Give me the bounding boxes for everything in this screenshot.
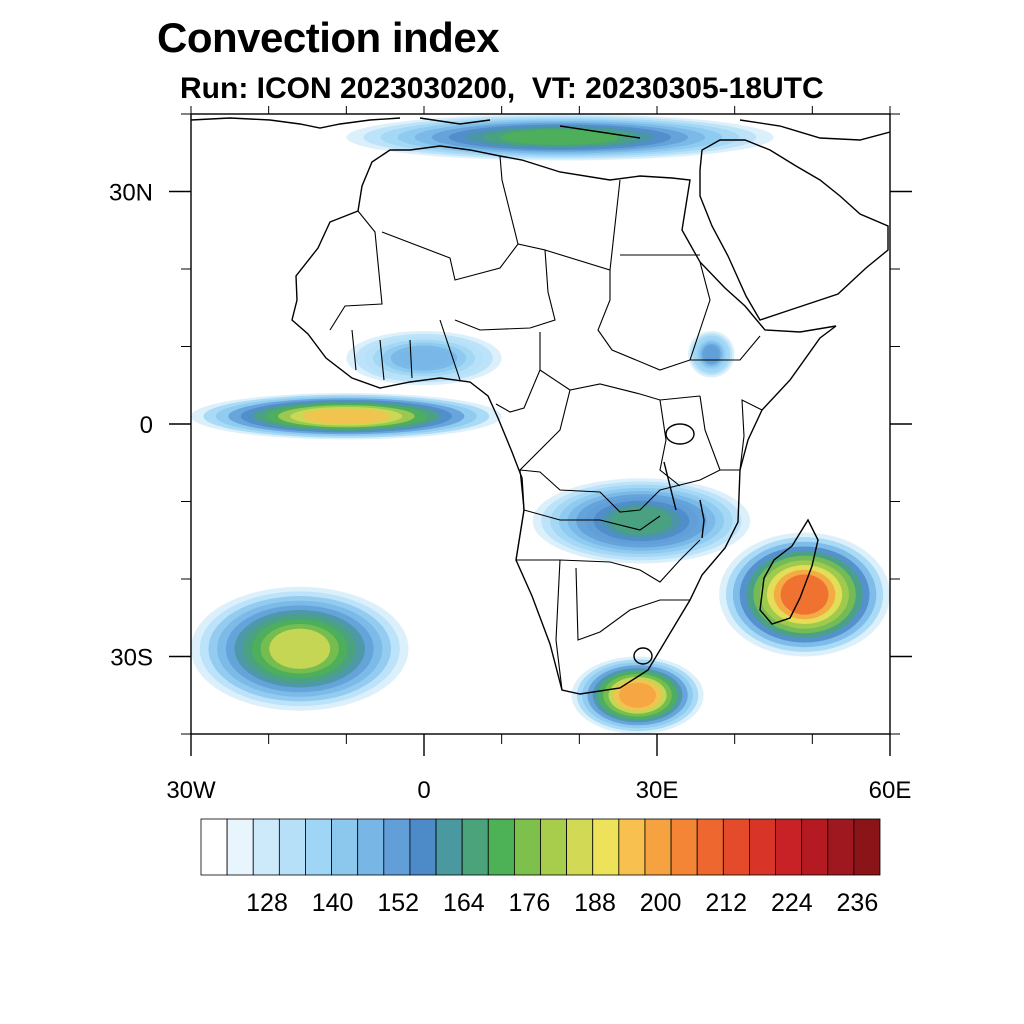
colorbar-box — [853, 818, 881, 876]
y-tick-label: 30S — [110, 645, 153, 672]
colorbar-box — [722, 818, 750, 876]
colorbar-label: 236 — [837, 889, 879, 917]
colorbar-box — [226, 818, 254, 876]
colorbar-box — [487, 818, 515, 876]
map-subtitle: Run: ICON 2023030200, VT: 20230305-18UTC — [180, 72, 824, 105]
convection-contour — [302, 408, 390, 424]
colorbar-label: 200 — [640, 889, 682, 917]
colorbar-label: 212 — [705, 889, 747, 917]
colorbar-label: 164 — [443, 889, 485, 917]
madagascar-coastline — [759, 518, 819, 625]
colorbar-box — [331, 818, 359, 876]
colorbar-box — [696, 818, 724, 876]
colorbar-box — [305, 818, 332, 876]
map-axes: 30W 0 30E 60E 30N 0 30S — [109, 106, 912, 804]
colorbar-box — [592, 818, 620, 876]
colorbar-box — [513, 818, 541, 876]
colorbar-label: 152 — [377, 889, 419, 917]
convection-region-southern-africa-coast — [571, 656, 704, 734]
convection-region-south-atlantic-band — [191, 586, 409, 711]
convection-region-atlantic-equatorial-band — [191, 393, 502, 440]
colorbar-box — [670, 818, 698, 876]
colorbar-label: 128 — [246, 889, 288, 917]
colorbar-box — [435, 818, 463, 876]
convection-region-madagascar-southwest-indian-ocean — [719, 532, 890, 657]
lesotho-border — [633, 647, 653, 665]
map-title: Convection index — [157, 14, 500, 61]
x-tick-label: 30W — [166, 777, 216, 804]
colorbar-box — [775, 818, 803, 876]
x-tick-label: 60E — [869, 777, 912, 804]
europe-coastline — [191, 117, 890, 141]
convection-contour — [780, 574, 829, 615]
convection-contour — [269, 628, 331, 669]
colorbar-box — [749, 818, 776, 876]
convection-region-central-southern-africa — [532, 478, 751, 564]
y-tick-label: 30N — [109, 180, 153, 207]
convection-contour — [399, 348, 449, 368]
colorbar: 128 140 152 164 176 188 200 212 224 236 — [200, 818, 881, 917]
africa-coastline — [291, 145, 837, 695]
lake-malawi — [699, 499, 705, 539]
x-tick-label: 30E — [636, 777, 679, 804]
colorbar-box — [409, 818, 437, 876]
convection-contour — [500, 129, 620, 145]
colorbar-box — [357, 818, 385, 876]
convection-region-west-africa — [346, 331, 502, 386]
lake-victoria — [665, 423, 695, 445]
lake-tanganyika — [663, 461, 677, 511]
colorbar-box — [383, 818, 411, 876]
coastlines-and-borders — [191, 117, 890, 695]
colorbar-box — [461, 818, 489, 876]
colorbar-box — [566, 818, 594, 876]
convection-contour — [611, 507, 672, 535]
colorbar-box — [644, 818, 672, 876]
colorbar-label: 224 — [771, 889, 813, 917]
x-tick-label: 0 — [417, 777, 430, 804]
map-panel — [191, 114, 890, 734]
y-tick-label: 0 — [140, 412, 153, 439]
colorbar-box — [252, 818, 280, 876]
convection-contour — [619, 682, 657, 708]
colorbar-box — [827, 818, 855, 876]
colorbar-box — [540, 818, 568, 876]
colorbar-label: 140 — [312, 889, 354, 917]
convection-region-ethiopia — [688, 331, 735, 378]
country-borders — [329, 155, 763, 691]
convection-contour — [704, 346, 719, 363]
colorbar-label: 176 — [509, 889, 551, 917]
convection-field — [191, 114, 890, 734]
convection-region-mediterranean-north — [346, 114, 774, 161]
colorbar-box — [200, 818, 228, 876]
colorbar-label: 188 — [574, 889, 616, 917]
colorbar-box — [618, 818, 646, 876]
colorbar-box — [278, 818, 306, 876]
arabia-coastline — [699, 139, 889, 321]
colorbar-box — [801, 818, 829, 876]
